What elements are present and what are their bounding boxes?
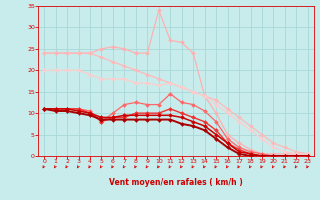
X-axis label: Vent moyen/en rafales ( km/h ): Vent moyen/en rafales ( km/h )	[109, 178, 243, 187]
